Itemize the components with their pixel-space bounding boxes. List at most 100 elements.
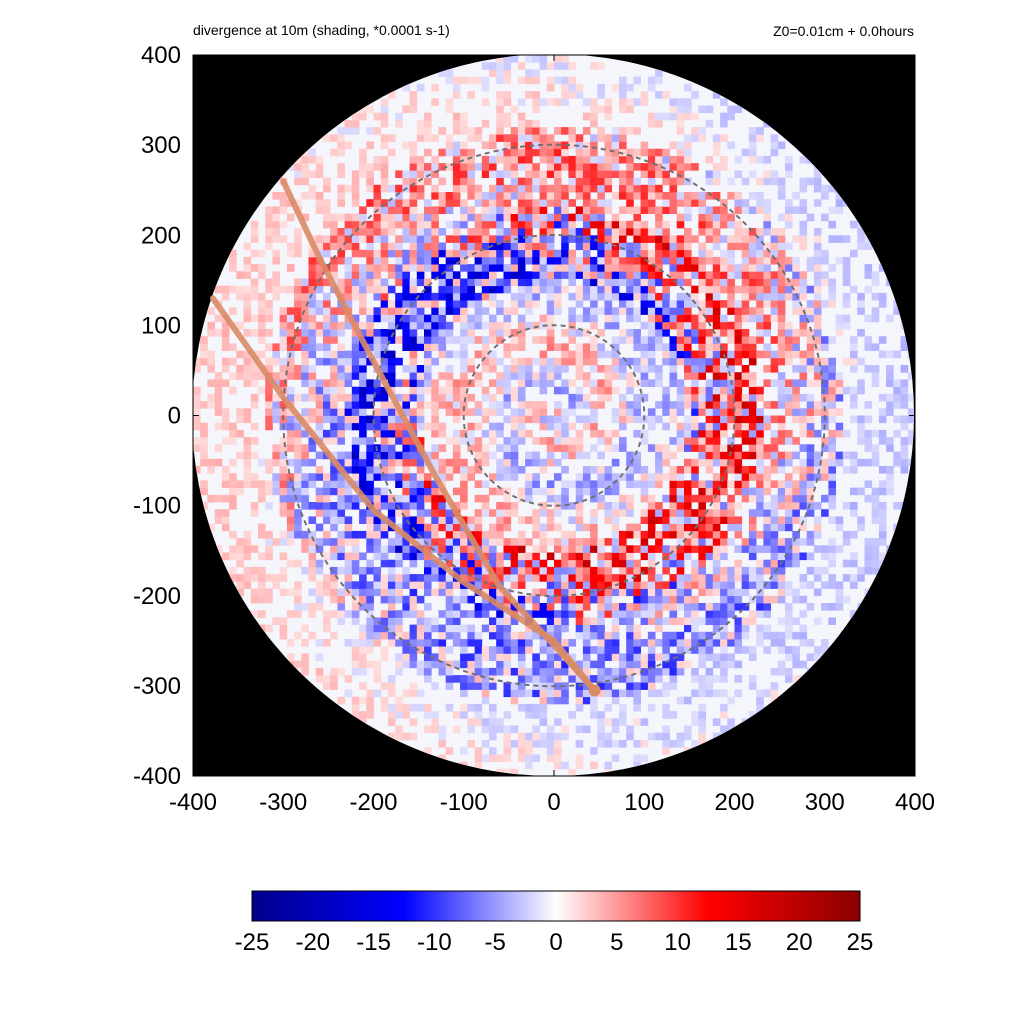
divergence-cell: [705, 429, 714, 438]
divergence-cell: [416, 365, 425, 373]
divergence-cell: [539, 610, 548, 618]
divergence-cell: [517, 401, 526, 409]
divergence-cell: [748, 285, 757, 294]
divergence-cell: [489, 509, 497, 517]
divergence-cell: [712, 163, 721, 171]
divergence-cell: [734, 408, 743, 416]
divergence-cell: [395, 112, 403, 121]
divergence-cell: [604, 466, 613, 474]
divergence-cell: [387, 545, 396, 553]
divergence-cell: [546, 134, 555, 142]
divergence-cell: [359, 379, 367, 387]
divergence-cell: [597, 538, 605, 546]
divergence-cell: [294, 660, 302, 669]
divergence-cell: [813, 199, 822, 207]
divergence-cell: [806, 264, 815, 272]
divergence-cell: [575, 357, 584, 366]
divergence-cell: [387, 242, 396, 251]
divergence-cell: [806, 357, 815, 366]
divergence-cell: [662, 646, 670, 654]
divergence-cell: [431, 134, 439, 142]
divergence-cell: [698, 343, 706, 351]
divergence-cell: [626, 184, 634, 193]
divergence-cell: [409, 631, 418, 640]
divergence-cell: [597, 379, 605, 387]
divergence-cell: [546, 740, 555, 748]
divergence-cell: [590, 314, 598, 323]
divergence-cell: [431, 458, 439, 467]
divergence-cell: [438, 466, 447, 474]
divergence-cell: [777, 141, 786, 150]
divergence-cell: [691, 574, 699, 582]
divergence-cell: [395, 480, 403, 488]
divergence-cell: [568, 76, 576, 85]
divergence-cell: [770, 494, 779, 503]
divergence-cell: [626, 530, 634, 539]
divergence-cell: [741, 350, 750, 359]
divergence-cell: [633, 307, 641, 315]
divergence-cell: [258, 314, 266, 323]
divergence-cell: [604, 199, 613, 207]
divergence-cell: [582, 581, 591, 589]
divergence-cell: [792, 588, 800, 597]
divergence-cell: [481, 343, 490, 351]
divergence-cell: [676, 639, 685, 647]
divergence-cell: [387, 307, 396, 315]
divergence-cell: [604, 588, 613, 597]
divergence-cell: [517, 653, 526, 661]
divergence-cell: [662, 747, 670, 755]
divergence-cell: [799, 393, 808, 402]
divergence-cell: [409, 177, 418, 186]
divergence-cell: [424, 228, 432, 236]
divergence-cell: [539, 372, 548, 380]
divergence-cell: [510, 141, 519, 150]
divergence-cell: [294, 458, 302, 467]
divergence-cell: [691, 466, 699, 474]
divergence-cell: [366, 516, 374, 524]
divergence-cell: [763, 624, 771, 633]
divergence-cell: [496, 98, 504, 106]
divergence-cell: [525, 566, 533, 575]
divergence-cell: [424, 530, 432, 539]
divergence-cell: [792, 653, 800, 661]
divergence-cell: [741, 256, 750, 265]
divergence-cell: [669, 365, 678, 373]
divergence-cell: [214, 386, 223, 395]
divergence-cell: [250, 228, 259, 236]
divergence-cell: [452, 184, 461, 193]
divergence-cell: [387, 415, 396, 424]
divergence-cell: [380, 595, 389, 604]
divergence-cell: [763, 155, 771, 164]
divergence-cell: [554, 170, 562, 178]
divergence-cell: [568, 83, 576, 92]
divergence-cell: [539, 134, 548, 142]
divergence-cell: [438, 667, 447, 676]
divergence-cell: [777, 451, 786, 460]
divergence-cell: [474, 667, 483, 676]
divergence-cell: [474, 682, 483, 690]
divergence-cell: [561, 639, 569, 647]
divergence-cell: [395, 206, 403, 214]
divergence-cell: [395, 617, 403, 625]
divergence-cell: [532, 566, 540, 575]
divergence-cell: [712, 559, 721, 568]
divergence-cell: [748, 530, 757, 539]
divergence-cell: [821, 639, 829, 647]
divergence-cell: [445, 610, 454, 618]
divergence-cell: [662, 256, 670, 265]
divergence-cell: [438, 249, 447, 258]
divergence-cell: [474, 703, 483, 712]
divergence-cell: [734, 379, 743, 387]
divergence-cell: [684, 732, 692, 741]
divergence-cell: [705, 480, 714, 488]
divergence-cell: [763, 523, 771, 532]
divergence-cell: [756, 487, 764, 496]
divergence-cell: [662, 545, 670, 553]
divergence-cell: [409, 220, 418, 229]
divergence-cell: [828, 502, 836, 510]
divergence-cell: [315, 422, 324, 431]
divergence-cell: [633, 336, 641, 344]
divergence-cell: [416, 415, 425, 424]
divergence-cell: [619, 365, 627, 373]
divergence-cell: [323, 624, 331, 633]
